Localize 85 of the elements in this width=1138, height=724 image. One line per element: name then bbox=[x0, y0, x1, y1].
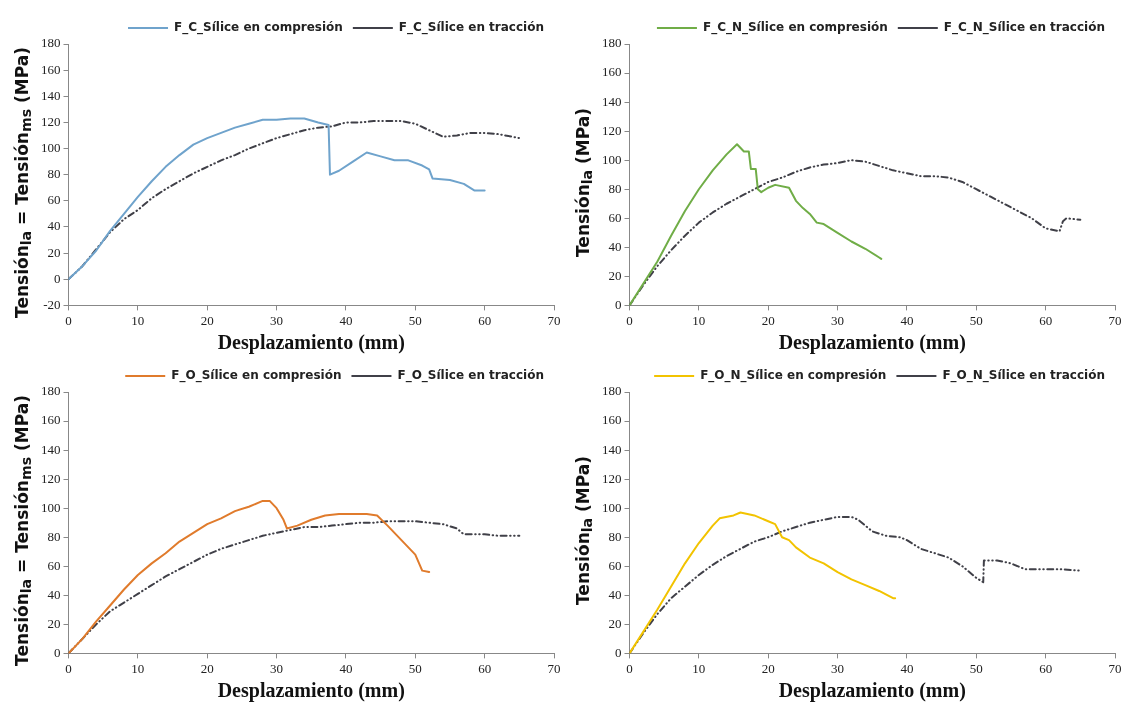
legend-label: F_O_Sílice en tracción bbox=[397, 368, 545, 384]
y-tick-label: 160 bbox=[602, 412, 622, 428]
x-tick-label: 30 bbox=[270, 312, 284, 328]
x-tick-label: 0 bbox=[626, 312, 633, 328]
x-tick-label: 70 bbox=[1108, 312, 1122, 328]
y-tick-label: 0 bbox=[54, 644, 61, 660]
x-axis-title: Desplazamiento (mm) bbox=[217, 679, 405, 703]
y-tick-label: 120 bbox=[602, 470, 622, 486]
y-tick-label: 80 bbox=[47, 166, 61, 182]
y-tick-label: 80 bbox=[608, 180, 622, 196]
legend-label: F_C_N_Sílice en tracción bbox=[943, 20, 1106, 36]
y-tick-label: 180 bbox=[602, 35, 622, 51]
x-tick-label: 30 bbox=[831, 312, 845, 328]
legend-label: F_O_Sílice en compresión bbox=[171, 368, 342, 384]
y-tick-label: 160 bbox=[41, 412, 61, 428]
x-tick-label: 20 bbox=[200, 312, 214, 328]
x-tick-label: 10 bbox=[131, 660, 145, 676]
y-tick-label: 140 bbox=[602, 93, 622, 109]
x-tick-label: 60 bbox=[478, 312, 492, 328]
x-tick-label: 10 bbox=[692, 312, 706, 328]
y-tick-label: 140 bbox=[602, 441, 622, 457]
legend-label: F_C_Sílice en tracción bbox=[398, 20, 544, 36]
x-tick-label: 70 bbox=[1108, 660, 1122, 676]
y-tick-label: 60 bbox=[608, 209, 622, 225]
legend-label: F_C_N_Sílice en compresión bbox=[702, 20, 888, 36]
y-tick-label: 120 bbox=[41, 470, 61, 486]
y-tick-label: 160 bbox=[602, 64, 622, 80]
x-tick-label: 0 bbox=[65, 660, 72, 676]
x-tick-label: 20 bbox=[761, 312, 775, 328]
x-tick-label: 60 bbox=[478, 660, 492, 676]
x-tick-label: 40 bbox=[900, 312, 914, 328]
y-tick-label: 40 bbox=[608, 586, 622, 602]
x-tick-label: 40 bbox=[900, 660, 914, 676]
x-tick-label: 50 bbox=[969, 312, 983, 328]
y-tick-label: 40 bbox=[47, 218, 61, 234]
y-tick-label: 100 bbox=[41, 139, 61, 155]
y-tick-label: 20 bbox=[608, 267, 622, 283]
x-tick-label: 20 bbox=[761, 660, 775, 676]
x-tick-label: 10 bbox=[692, 660, 706, 676]
x-tick-label: 30 bbox=[270, 660, 284, 676]
x-tick-label: 70 bbox=[547, 660, 561, 676]
x-tick-label: 20 bbox=[200, 660, 214, 676]
y-tick-label: 40 bbox=[608, 238, 622, 254]
x-tick-label: 0 bbox=[626, 660, 633, 676]
x-axis-title: Desplazamiento (mm) bbox=[217, 331, 405, 355]
y-tick-label: 60 bbox=[47, 192, 61, 208]
x-tick-label: 70 bbox=[547, 312, 561, 328]
y-tick-label: 140 bbox=[41, 441, 61, 457]
y-tick-label: 100 bbox=[602, 499, 622, 515]
y-tick-label: 40 bbox=[47, 586, 61, 602]
legend-label: F_O_N_Sílice en tracción bbox=[942, 368, 1105, 384]
y-tick-label: 100 bbox=[602, 151, 622, 167]
y-tick-label: 20 bbox=[47, 244, 61, 260]
y-tick-label: 120 bbox=[602, 122, 622, 138]
legend-label: F_C_Sílice en compresión bbox=[174, 20, 343, 36]
x-tick-label: 60 bbox=[1039, 660, 1053, 676]
y-tick-label: 0 bbox=[54, 270, 61, 286]
y-tick-label: 120 bbox=[41, 113, 61, 129]
y-tick-label: 100 bbox=[41, 499, 61, 515]
x-tick-label: 50 bbox=[408, 660, 422, 676]
x-axis-title: Desplazamiento (mm) bbox=[778, 331, 966, 355]
x-tick-label: 40 bbox=[339, 660, 353, 676]
y-tick-label: 140 bbox=[41, 87, 61, 103]
y-tick-label: 80 bbox=[608, 528, 622, 544]
y-tick-label: 180 bbox=[41, 35, 61, 51]
y-tick-label: 60 bbox=[47, 557, 61, 573]
y-tick-label: -20 bbox=[43, 296, 61, 312]
y-tick-label: 0 bbox=[615, 644, 622, 660]
y-tick-label: 160 bbox=[41, 61, 61, 77]
y-tick-label: 60 bbox=[608, 557, 622, 573]
y-tick-label: 20 bbox=[47, 615, 61, 631]
y-tick-label: 180 bbox=[41, 383, 61, 399]
x-tick-label: 40 bbox=[339, 312, 353, 328]
x-tick-label: 50 bbox=[408, 312, 422, 328]
legend-label: F_O_N_Sílice en compresión bbox=[700, 368, 887, 384]
x-tick-label: 50 bbox=[969, 660, 983, 676]
x-tick-label: 30 bbox=[831, 660, 845, 676]
x-tick-label: 10 bbox=[131, 312, 145, 328]
x-axis-title: Desplazamiento (mm) bbox=[778, 679, 966, 703]
y-tick-label: 80 bbox=[47, 528, 61, 544]
y-tick-label: 180 bbox=[602, 383, 622, 399]
x-tick-label: 60 bbox=[1039, 312, 1053, 328]
y-tick-label: 20 bbox=[608, 615, 622, 631]
x-tick-label: 0 bbox=[65, 312, 72, 328]
y-tick-label: 0 bbox=[615, 296, 622, 312]
